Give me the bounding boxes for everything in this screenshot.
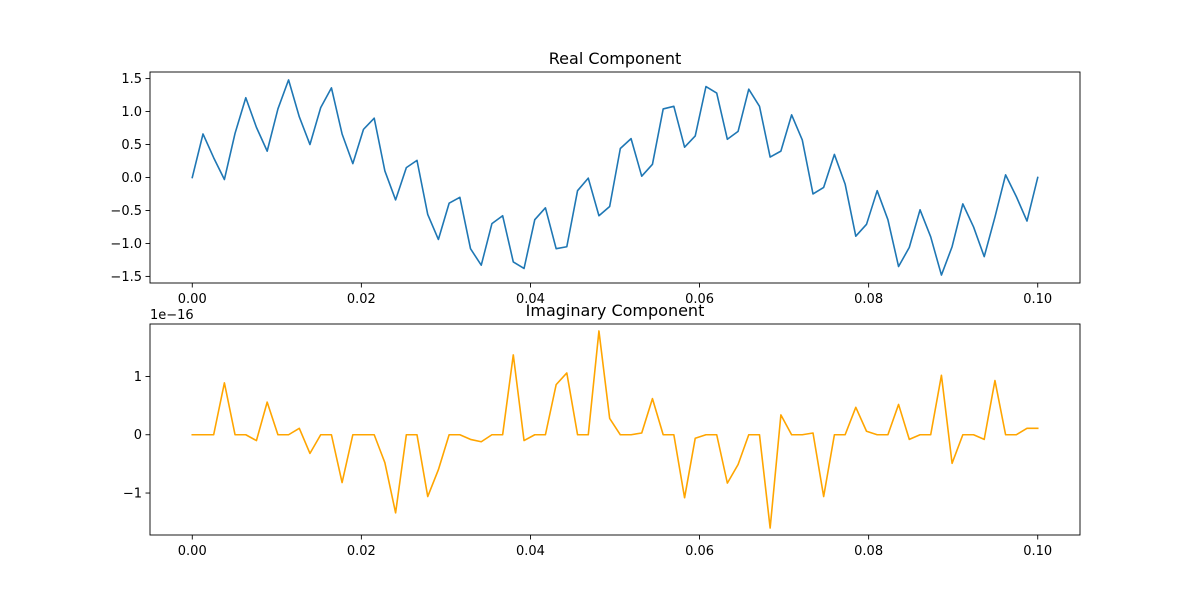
axes-frame	[149, 323, 1081, 536]
y-tick-label: −1	[123, 487, 142, 502]
y-tick-label: −0.5	[110, 204, 142, 219]
x-tick-label: 0.00	[178, 544, 207, 559]
chart-title: Imaginary Component	[526, 301, 705, 320]
y-tick-label: 0.0	[121, 171, 142, 186]
x-tick-label: 0.10	[1023, 544, 1052, 559]
y-tick-label: 1.0	[121, 105, 142, 120]
x-tick-label: 0.06	[685, 292, 714, 307]
y-tick-label: −1.0	[110, 237, 142, 252]
series-line	[191, 79, 1039, 276]
x-tick-label: 0.02	[347, 292, 376, 307]
y-tick-label: −1.5	[110, 270, 142, 285]
series-line	[191, 330, 1039, 529]
chart-title: Real Component	[549, 49, 681, 68]
x-tick-label: 0.00	[178, 292, 207, 307]
y-tick-label: 0	[134, 428, 142, 443]
x-tick-label: 0.04	[516, 292, 545, 307]
y-offset-label: 1e−16	[150, 308, 194, 323]
x-tick-label: 0.08	[854, 292, 883, 307]
x-tick-label: 0.06	[685, 544, 714, 559]
x-tick-label: 0.08	[854, 544, 883, 559]
x-tick-label: 0.04	[516, 544, 545, 559]
x-tick-label: 0.10	[1023, 292, 1052, 307]
x-tick-label: 0.02	[347, 544, 376, 559]
y-tick-label: 1	[134, 370, 142, 385]
imaginary-component-chart: 0.00 0.02 0.04 0.06 0.08 0.10 −1 0 1 Imaginary Co…	[123, 301, 1081, 559]
y-tick-label: 1.5	[121, 72, 142, 87]
y-tick-label: 0.5	[121, 138, 142, 153]
real-component-chart: 0.00 0.02 0.04 0.06 0.08 0.10 −1.5 −1.0 −0.5 0.0 0…	[110, 49, 1081, 307]
